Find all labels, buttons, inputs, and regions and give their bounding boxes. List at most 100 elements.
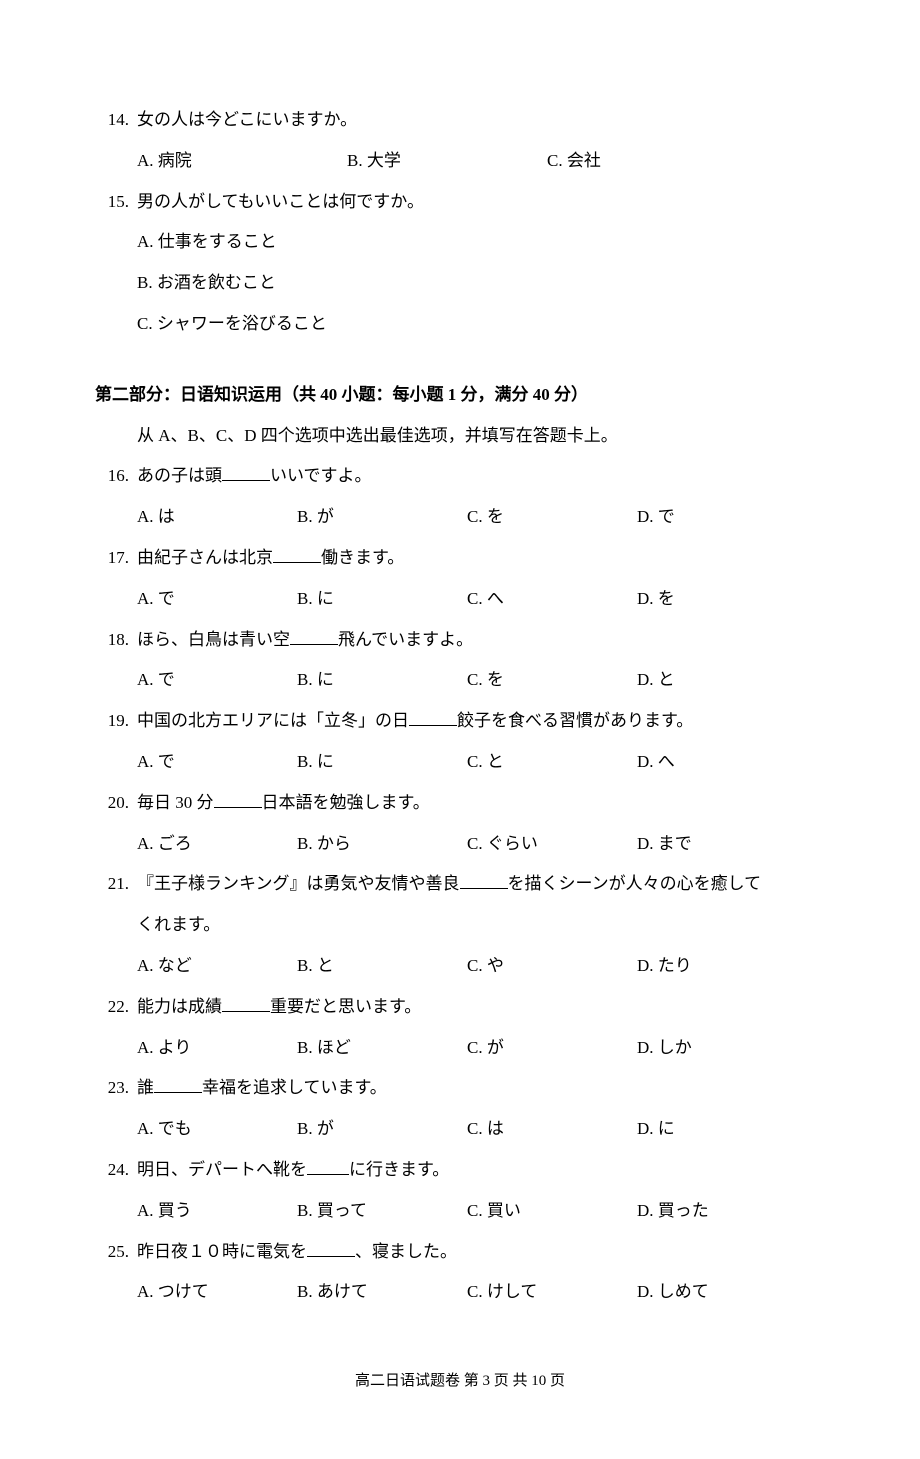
option-c: C. けして: [467, 1272, 637, 1313]
option-b: B. に: [297, 742, 467, 783]
blank: [307, 1174, 349, 1175]
text-post: 、寝ました。: [355, 1242, 457, 1261]
question-21: 21. 『王子様ランキング』は勇気や友情や善良 を描くシーンが人々の心を癒して: [95, 864, 825, 905]
question-number: 16.: [95, 456, 137, 497]
section-instruction: 从 A、B、C、D 四个选项中选出最佳选项，并填写在答题卡上。: [137, 416, 825, 457]
question-text: 女の人は今どこにいますか。: [137, 100, 825, 141]
options-row-16: A. は B. が C. を D. で: [137, 497, 825, 538]
option-b: B. から: [297, 824, 467, 865]
option-a: A. ごろ: [137, 824, 297, 865]
option-a: A. など: [137, 946, 297, 987]
question-number: 18.: [95, 620, 137, 661]
text-post: 飛んでいますよ。: [338, 630, 473, 649]
option-d: D. へ: [637, 742, 787, 783]
option-a: A. で: [137, 742, 297, 783]
question-15: 15. 男の人がしてもいいことは何ですか。: [95, 182, 825, 223]
option-c: C. が: [467, 1028, 637, 1069]
option-a: A. つけて: [137, 1272, 297, 1313]
option-d: D. まで: [637, 824, 787, 865]
question-22: 22. 能力は成績 重要だと思います。: [95, 987, 825, 1028]
option-a: A. 仕事をすること: [137, 222, 825, 263]
options-row-17: A. で B. に C. へ D. を: [137, 579, 825, 620]
option-c: C. を: [467, 660, 637, 701]
text-pre: 能力は成績: [137, 997, 222, 1016]
text-post: 餃子を食べる習慣があります。: [457, 711, 693, 730]
blank: [222, 480, 270, 481]
options-row-18: A. で B. に C. を D. と: [137, 660, 825, 701]
question-number: 20.: [95, 783, 137, 824]
text-post: を描くシーンが人々の心を癒して: [508, 874, 762, 893]
question-text: 由紀子さんは北京働きます。: [137, 538, 825, 579]
option-b: B. 買って: [297, 1191, 467, 1232]
question-text: 昨日夜１０時に電気を、寝ました。: [137, 1232, 825, 1273]
blank: [409, 725, 457, 726]
option-d: D. 買った: [637, 1191, 787, 1232]
question-18: 18. ほら、白鳥は青い空 飛んでいますよ。: [95, 620, 825, 661]
question-number: 22.: [95, 987, 137, 1028]
question-14: 14. 女の人は今どこにいますか。: [95, 100, 825, 141]
question-number: 21.: [95, 864, 137, 905]
option-a: A. は: [137, 497, 297, 538]
question-text: 中国の北方エリアには「立冬」の日餃子を食べる習慣があります。: [137, 701, 825, 742]
text-post: 働きます。: [321, 548, 404, 567]
option-b: B. が: [297, 497, 467, 538]
question-number: 15.: [95, 182, 137, 223]
text-pre: ほら、白鳥は青い空: [137, 630, 290, 649]
section-header: 第二部分：日语知识运用（共 40 小题：每小题 1 分，满分 40 分）: [95, 375, 825, 416]
text-pre: 『王子様ランキング』は勇気や友情や善良: [137, 874, 460, 893]
question-number: 25.: [95, 1232, 137, 1273]
blank: [214, 807, 262, 808]
question-24: 24. 明日、デパートへ靴を に行きます。: [95, 1150, 825, 1191]
option-c: C. と: [467, 742, 637, 783]
options-row-24: A. 買う B. 買って C. 買い D. 買った: [137, 1191, 825, 1232]
question-number: 17.: [95, 538, 137, 579]
text-post: 重要だと思います。: [270, 997, 421, 1016]
option-d: D. を: [637, 579, 787, 620]
text-post: に行きます。: [349, 1160, 449, 1179]
option-c: C. ぐらい: [467, 824, 637, 865]
option-c: C. を: [467, 497, 637, 538]
options-row-25: A. つけて B. あけて C. けして D. しめて: [137, 1272, 825, 1313]
blank: [290, 644, 338, 645]
option-a: A. 買う: [137, 1191, 297, 1232]
option-c: C. 買い: [467, 1191, 637, 1232]
option-d: D. しか: [637, 1028, 787, 1069]
question-16: 16. あの子は頭いいですよ。: [95, 456, 825, 497]
option-d: D. しめて: [637, 1272, 787, 1313]
option-d: D. に: [637, 1109, 787, 1150]
question-text: 毎日 30 分日本語を勉強します。: [137, 783, 825, 824]
blank: [460, 888, 508, 889]
page-footer: 高二日语试题卷 第 3 页 共 10 页: [95, 1363, 825, 1399]
blank: [273, 562, 321, 563]
blank: [222, 1011, 270, 1012]
text-post: 幸福を追求しています。: [202, 1078, 387, 1097]
question-number: 14.: [95, 100, 137, 141]
option-a: A. より: [137, 1028, 297, 1069]
option-b: B. に: [297, 579, 467, 620]
option-b: B. お酒を飲むこと: [137, 263, 825, 304]
options-row-21: A. など B. と C. や D. たり: [137, 946, 825, 987]
option-c: C. は: [467, 1109, 637, 1150]
options-row-14: A. 病院 B. 大学 C. 会社: [137, 141, 825, 182]
option-b: B. 大学: [347, 141, 547, 182]
question-number: 23.: [95, 1068, 137, 1109]
text-pre: 明日、デパートへ靴を: [137, 1160, 307, 1179]
option-c: C. 会社: [547, 141, 747, 182]
question-text-line2: くれます。: [137, 905, 825, 946]
option-b: B. に: [297, 660, 467, 701]
blank: [154, 1092, 202, 1093]
option-b: B. ほど: [297, 1028, 467, 1069]
option-b: B. と: [297, 946, 467, 987]
question-text: 男の人がしてもいいことは何ですか。: [137, 182, 825, 223]
question-text: あの子は頭いいですよ。: [137, 456, 825, 497]
option-d: D. で: [637, 497, 787, 538]
text-post: 日本語を勉強します。: [262, 793, 430, 812]
question-20: 20. 毎日 30 分日本語を勉強します。: [95, 783, 825, 824]
option-a: A. で: [137, 579, 297, 620]
question-17: 17. 由紀子さんは北京働きます。: [95, 538, 825, 579]
question-text: 『王子様ランキング』は勇気や友情や善良 を描くシーンが人々の心を癒して: [137, 864, 825, 905]
question-text: 明日、デパートへ靴を に行きます。: [137, 1150, 825, 1191]
option-b: B. あけて: [297, 1272, 467, 1313]
question-text: 誰幸福を追求しています。: [137, 1068, 825, 1109]
question-number: 24.: [95, 1150, 137, 1191]
